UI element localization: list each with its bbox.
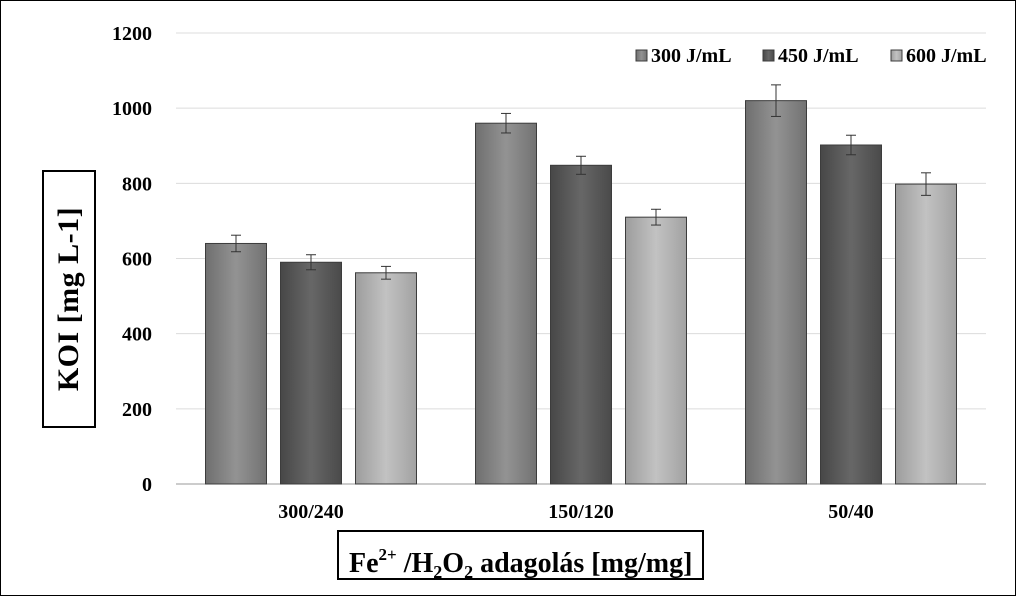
bar-0-1	[280, 261, 342, 485]
y-tick-label-4: 800	[122, 173, 152, 195]
x-title-h-sub: 2	[433, 562, 443, 582]
bar-0-2	[355, 272, 417, 485]
legend-swatch-2	[890, 49, 903, 62]
legend-swatch-0	[635, 49, 648, 62]
y-tick-label-5: 1000	[112, 98, 152, 120]
legend-label-2: 600 J/mL	[906, 45, 987, 67]
x-tick-label-2: 50/40	[828, 501, 874, 523]
bar-2-0	[745, 100, 807, 485]
y-axis-ticks: 0 200 400 600 800 1000 1200	[112, 23, 152, 496]
legend-label-1: 450 J/mL	[778, 45, 859, 67]
x-title-fe-charge: 2+	[378, 545, 397, 564]
x-title-o: O	[442, 548, 465, 579]
x-title-fe: Fe	[349, 548, 379, 579]
legend-label-0: 300 J/mL	[651, 45, 732, 67]
y-axis-title: KOI [mg L-1]	[52, 206, 85, 392]
y-tick-label-3: 600	[122, 249, 152, 271]
y-tick-label-6: 1200	[112, 23, 152, 45]
legend: 300 J/mL 450 J/mL 600 J/mL	[635, 45, 987, 67]
x-axis-ticks: 300/240 150/120 50/40	[278, 501, 874, 523]
x-title-rest: adagolás [mg/mg]	[473, 548, 693, 579]
legend-swatch-1	[762, 49, 775, 62]
x-title-o-sub: 2	[464, 562, 474, 582]
bar-1-1	[550, 164, 612, 485]
bars	[205, 84, 957, 485]
x-tick-label-1: 150/120	[548, 501, 614, 523]
bar-1-2	[625, 216, 687, 485]
y-axis-title-box	[42, 170, 96, 428]
y-tick-label-0: 0	[142, 474, 152, 496]
bar-0-0	[205, 242, 267, 485]
bar-2-1	[820, 144, 882, 485]
x-title-sep: /H	[396, 548, 434, 579]
bar-2-2	[895, 183, 957, 485]
y-tick-label-2: 400	[122, 324, 152, 346]
x-axis-title: Fe2+ /H2O2 adagolás [mg/mg]	[337, 530, 705, 582]
y-tick-label-1: 200	[122, 399, 152, 421]
bar-1-0	[475, 122, 537, 485]
x-tick-label-0: 300/240	[278, 501, 344, 523]
